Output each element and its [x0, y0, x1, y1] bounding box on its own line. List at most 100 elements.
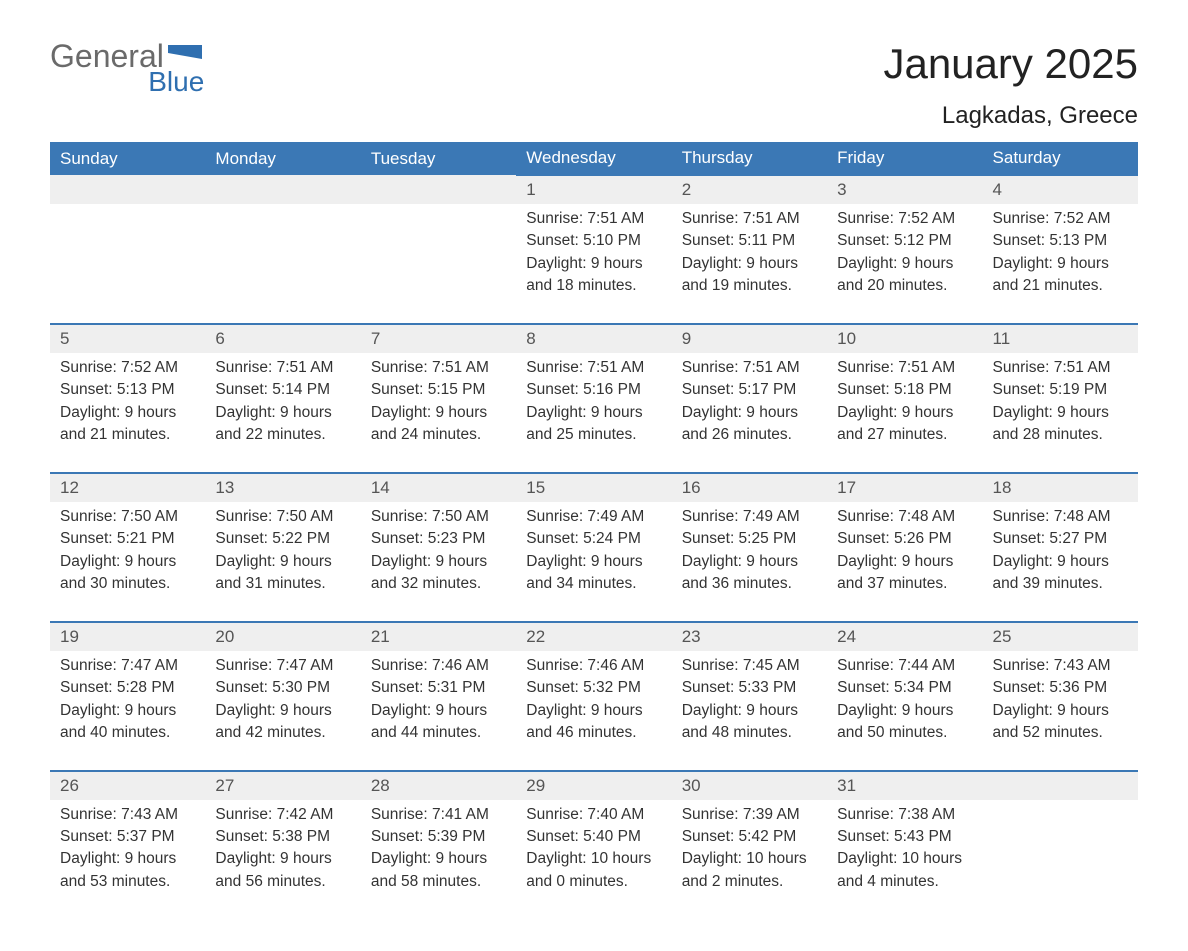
logo-text: General Blue	[50, 40, 202, 96]
spacer-row	[50, 614, 1138, 622]
sunrise-line: Sunrise: 7:48 AM	[993, 506, 1128, 528]
sunset-line: Sunset: 5:10 PM	[526, 230, 661, 252]
sunrise-line: Sunrise: 7:45 AM	[682, 655, 817, 677]
sunset-line: Sunset: 5:24 PM	[526, 528, 661, 550]
day-header: Tuesday	[361, 142, 516, 175]
sunrise-line: Sunrise: 7:52 AM	[837, 208, 972, 230]
day-number-cell: 24	[827, 622, 982, 651]
daylight-line: Daylight: 9 hours and 18 minutes.	[526, 253, 661, 298]
day-number-cell	[50, 175, 205, 204]
month-title: January 2025	[883, 40, 1138, 88]
sunrise-line: Sunrise: 7:51 AM	[837, 357, 972, 379]
sunset-line: Sunset: 5:21 PM	[60, 528, 195, 550]
sunrise-line: Sunrise: 7:47 AM	[60, 655, 195, 677]
spacer-row	[50, 763, 1138, 771]
sunrise-line: Sunrise: 7:52 AM	[993, 208, 1128, 230]
daylight-line: Daylight: 9 hours and 25 minutes.	[526, 402, 661, 447]
daylight-line: Daylight: 9 hours and 21 minutes.	[60, 402, 195, 447]
sunset-line: Sunset: 5:13 PM	[60, 379, 195, 401]
daylight-line: Daylight: 9 hours and 19 minutes.	[682, 253, 817, 298]
daylight-line: Daylight: 9 hours and 21 minutes.	[993, 253, 1128, 298]
daynum-row: 1234	[50, 175, 1138, 204]
sunset-line: Sunset: 5:15 PM	[371, 379, 506, 401]
day-detail-cell: Sunrise: 7:51 AMSunset: 5:19 PMDaylight:…	[983, 353, 1138, 465]
daylight-line: Daylight: 9 hours and 52 minutes.	[993, 700, 1128, 745]
daylight-line: Daylight: 9 hours and 22 minutes.	[215, 402, 350, 447]
day-number-cell: 8	[516, 324, 671, 353]
day-number-cell: 9	[672, 324, 827, 353]
day-number-cell: 26	[50, 771, 205, 800]
title-block: January 2025 Lagkadas, Greece	[883, 40, 1138, 130]
daylight-line: Daylight: 9 hours and 50 minutes.	[837, 700, 972, 745]
daylight-line: Daylight: 10 hours and 0 minutes.	[526, 848, 661, 893]
day-detail-cell: Sunrise: 7:49 AMSunset: 5:25 PMDaylight:…	[672, 502, 827, 614]
location: Lagkadas, Greece	[883, 102, 1138, 130]
sunset-line: Sunset: 5:19 PM	[993, 379, 1128, 401]
day-number-cell: 3	[827, 175, 982, 204]
day-detail-cell: Sunrise: 7:51 AMSunset: 5:14 PMDaylight:…	[205, 353, 360, 465]
day-detail-cell: Sunrise: 7:52 AMSunset: 5:13 PMDaylight:…	[983, 204, 1138, 316]
sunset-line: Sunset: 5:13 PM	[993, 230, 1128, 252]
logo-general: General	[50, 38, 164, 74]
day-detail-cell: Sunrise: 7:51 AMSunset: 5:11 PMDaylight:…	[672, 204, 827, 316]
sunset-line: Sunset: 5:18 PM	[837, 379, 972, 401]
daylight-line: Daylight: 9 hours and 32 minutes.	[371, 551, 506, 596]
day-detail-cell	[361, 204, 516, 316]
sunset-line: Sunset: 5:23 PM	[371, 528, 506, 550]
daylight-line: Daylight: 9 hours and 42 minutes.	[215, 700, 350, 745]
sunrise-line: Sunrise: 7:51 AM	[215, 357, 350, 379]
day-detail-cell: Sunrise: 7:38 AMSunset: 5:43 PMDaylight:…	[827, 800, 982, 912]
sunrise-line: Sunrise: 7:51 AM	[682, 208, 817, 230]
header: General Blue January 2025 Lagkadas, Gree…	[50, 40, 1138, 130]
day-number-cell: 5	[50, 324, 205, 353]
spacer-row	[50, 316, 1138, 324]
daylight-line: Daylight: 9 hours and 46 minutes.	[526, 700, 661, 745]
day-detail-cell: Sunrise: 7:49 AMSunset: 5:24 PMDaylight:…	[516, 502, 671, 614]
daylight-line: Daylight: 9 hours and 31 minutes.	[215, 551, 350, 596]
daynum-row: 12131415161718	[50, 473, 1138, 502]
sunrise-line: Sunrise: 7:47 AM	[215, 655, 350, 677]
daynum-row: 19202122232425	[50, 622, 1138, 651]
sunset-line: Sunset: 5:39 PM	[371, 826, 506, 848]
day-number-cell: 21	[361, 622, 516, 651]
detail-row: Sunrise: 7:51 AMSunset: 5:10 PMDaylight:…	[50, 204, 1138, 316]
day-detail-cell: Sunrise: 7:47 AMSunset: 5:28 PMDaylight:…	[50, 651, 205, 763]
day-detail-cell: Sunrise: 7:45 AMSunset: 5:33 PMDaylight:…	[672, 651, 827, 763]
day-detail-cell: Sunrise: 7:43 AMSunset: 5:37 PMDaylight:…	[50, 800, 205, 912]
sunset-line: Sunset: 5:26 PM	[837, 528, 972, 550]
sunset-line: Sunset: 5:22 PM	[215, 528, 350, 550]
day-detail-cell: Sunrise: 7:52 AMSunset: 5:12 PMDaylight:…	[827, 204, 982, 316]
sunset-line: Sunset: 5:33 PM	[682, 677, 817, 699]
sunrise-line: Sunrise: 7:51 AM	[526, 357, 661, 379]
sunrise-line: Sunrise: 7:51 AM	[526, 208, 661, 230]
day-number-cell: 20	[205, 622, 360, 651]
day-detail-cell: Sunrise: 7:51 AMSunset: 5:17 PMDaylight:…	[672, 353, 827, 465]
day-detail-cell: Sunrise: 7:46 AMSunset: 5:31 PMDaylight:…	[361, 651, 516, 763]
day-detail-cell: Sunrise: 7:42 AMSunset: 5:38 PMDaylight:…	[205, 800, 360, 912]
daynum-row: 567891011	[50, 324, 1138, 353]
spacer-row	[50, 465, 1138, 473]
sunrise-line: Sunrise: 7:51 AM	[682, 357, 817, 379]
sunset-line: Sunset: 5:31 PM	[371, 677, 506, 699]
sunrise-line: Sunrise: 7:46 AM	[371, 655, 506, 677]
sunrise-line: Sunrise: 7:52 AM	[60, 357, 195, 379]
day-detail-cell: Sunrise: 7:48 AMSunset: 5:26 PMDaylight:…	[827, 502, 982, 614]
day-detail-cell	[50, 204, 205, 316]
sunset-line: Sunset: 5:40 PM	[526, 826, 661, 848]
daylight-line: Daylight: 9 hours and 28 minutes.	[993, 402, 1128, 447]
sunset-line: Sunset: 5:34 PM	[837, 677, 972, 699]
sunrise-line: Sunrise: 7:41 AM	[371, 804, 506, 826]
day-detail-cell: Sunrise: 7:52 AMSunset: 5:13 PMDaylight:…	[50, 353, 205, 465]
sunrise-line: Sunrise: 7:44 AM	[837, 655, 972, 677]
daylight-line: Daylight: 9 hours and 53 minutes.	[60, 848, 195, 893]
day-detail-cell: Sunrise: 7:51 AMSunset: 5:18 PMDaylight:…	[827, 353, 982, 465]
day-number-cell: 6	[205, 324, 360, 353]
daylight-line: Daylight: 9 hours and 56 minutes.	[215, 848, 350, 893]
sunset-line: Sunset: 5:30 PM	[215, 677, 350, 699]
sunrise-line: Sunrise: 7:46 AM	[526, 655, 661, 677]
day-number-cell: 29	[516, 771, 671, 800]
daynum-row: 262728293031	[50, 771, 1138, 800]
day-number-cell: 15	[516, 473, 671, 502]
daylight-line: Daylight: 9 hours and 37 minutes.	[837, 551, 972, 596]
day-header: Wednesday	[516, 142, 671, 175]
